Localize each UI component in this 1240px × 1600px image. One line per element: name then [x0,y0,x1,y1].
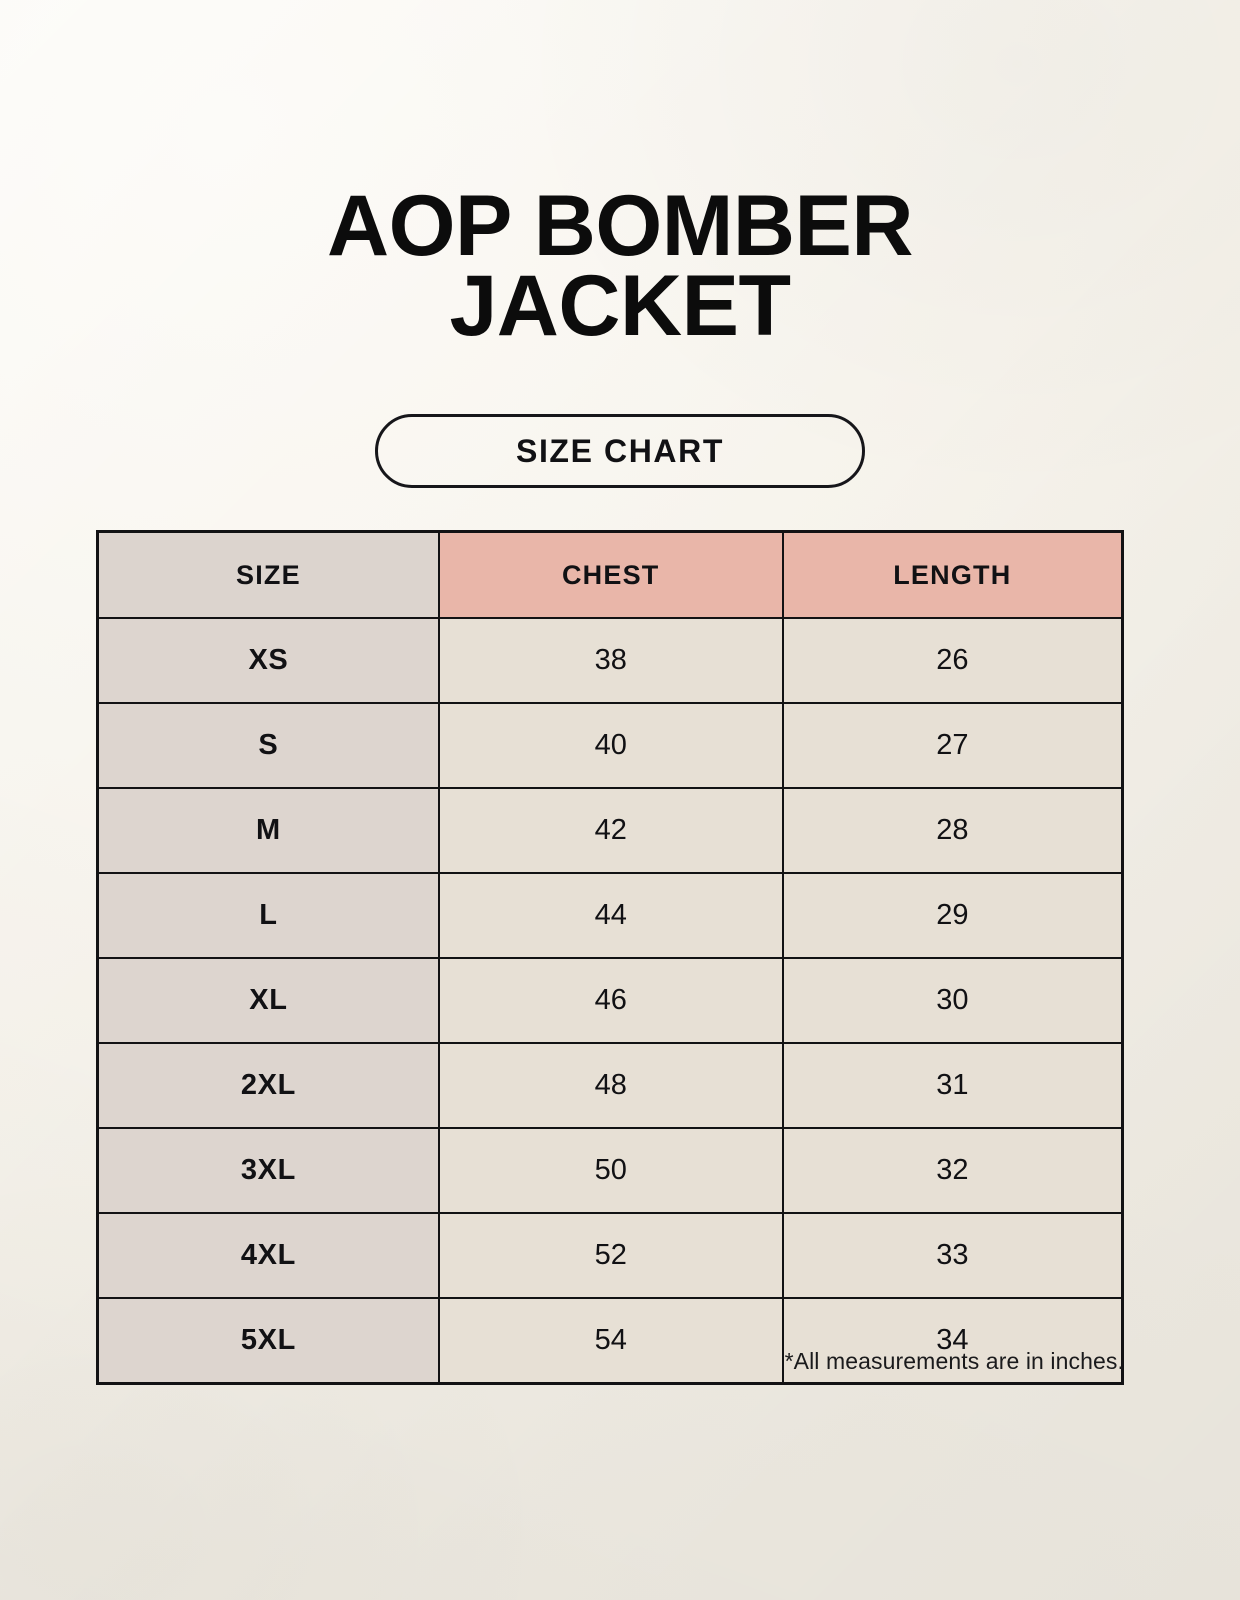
table-row: 5XL 54 34 [96,1297,1124,1385]
measurement-units-note: *All measurements are in inches. [784,1348,1124,1374]
cell-chest: 46 [437,957,784,1044]
column-header-length: LENGTH [781,530,1124,619]
cell-length: 29 [781,872,1124,959]
table-row: 3XL 50 32 [96,1127,1124,1214]
size-table-body: XS 38 26 S 40 27 M 42 28 L 44 29 [96,617,1124,1385]
cell-size: S [96,702,440,789]
cell-length: 28 [781,787,1124,874]
cell-size: 3XL [96,1127,440,1214]
cell-chest: 44 [437,872,784,959]
table-row: XS 38 26 [96,617,1124,704]
cell-chest: 38 [437,617,784,704]
cell-size: 2XL [96,1042,440,1129]
cell-size: 5XL [96,1297,440,1385]
cell-size: 4XL [96,1212,440,1299]
column-header-size: SIZE [96,530,440,619]
cell-chest: 40 [437,702,784,789]
cell-chest: 50 [437,1127,784,1214]
cell-length: 26 [781,617,1124,704]
table-row: S 40 27 [96,702,1124,789]
cell-size: L [96,872,440,959]
page-title-line-1: AOP BOMBER [327,178,913,274]
size-table: SIZE CHEST LENGTH XS 38 26 S 40 27 M [96,530,1124,1385]
size-chart-badge: SIZE CHART [375,414,865,488]
cell-length: 33 [781,1212,1124,1299]
cell-chest: 42 [437,787,784,874]
cell-chest: 48 [437,1042,784,1129]
cell-length: 30 [781,957,1124,1044]
page-title-line-2: JACKET [449,258,791,354]
table-row: M 42 28 [96,787,1124,874]
cell-chest: 54 [437,1297,784,1385]
table-row: 4XL 52 33 [96,1212,1124,1299]
cell-length: 31 [781,1042,1124,1129]
cell-length: 27 [781,702,1124,789]
cell-size: XL [96,957,440,1044]
cell-size: M [96,787,440,874]
size-table-header: SIZE CHEST LENGTH [96,530,1124,619]
column-header-chest: CHEST [437,530,784,619]
table-row: L 44 29 [96,872,1124,959]
cell-size: XS [96,617,440,704]
cell-chest: 52 [437,1212,784,1299]
page-title: AOP BOMBER JACKET [0,178,1240,354]
table-header-row: SIZE CHEST LENGTH [96,530,1124,619]
size-chart-badge-container: SIZE CHART [0,414,1240,488]
size-table-container: SIZE CHEST LENGTH XS 38 26 S 40 27 M [96,530,1124,1385]
table-row: 2XL 48 31 [96,1042,1124,1129]
cell-length: 32 [781,1127,1124,1214]
cell-length: 34 [781,1297,1124,1385]
table-row: XL 46 30 [96,957,1124,1044]
